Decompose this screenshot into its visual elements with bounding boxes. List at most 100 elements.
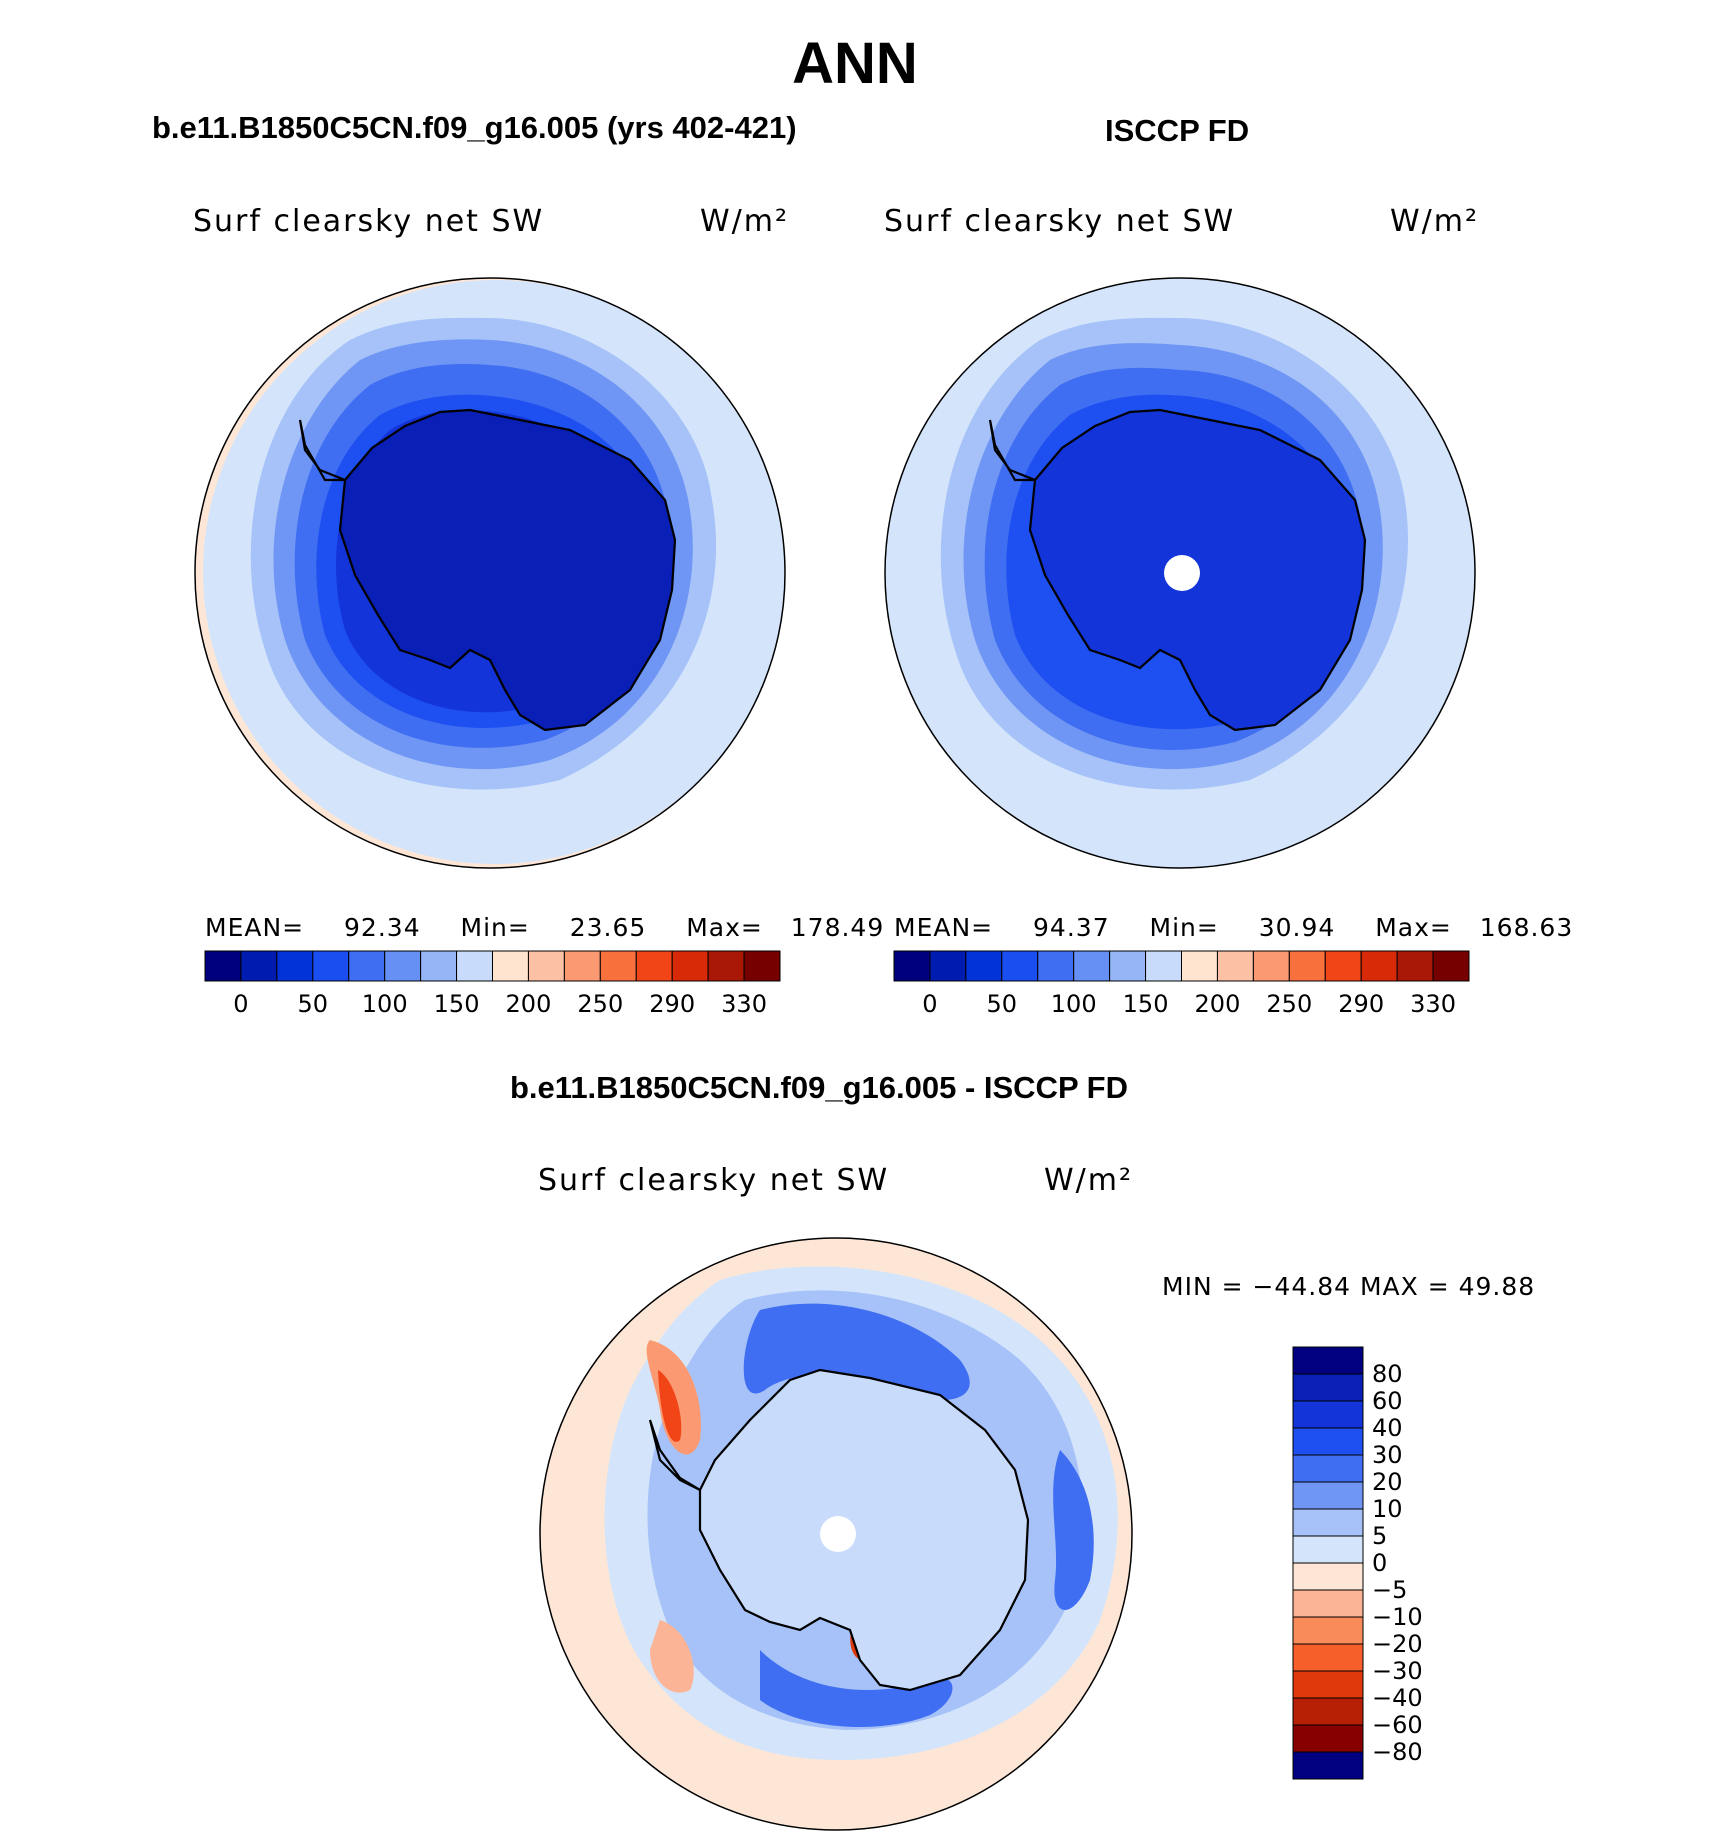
diff-colorbar-tick: 10 [1372, 1495, 1403, 1523]
diff-colorbar-tick: −40 [1372, 1684, 1423, 1712]
model-colorbar-tick: 330 [721, 990, 767, 1018]
obs-colorbar-swatch [1001, 950, 1039, 982]
diff-units-label: W/m² [1044, 1163, 1134, 1198]
diff-colorbar-tick: 0 [1372, 1549, 1388, 1577]
model-colorbar-swatch [276, 950, 314, 982]
model-variable-label: Surf clearsky net SW [193, 204, 545, 239]
obs-units-label: W/m² [1390, 204, 1480, 239]
model-colorbar-tick: 150 [433, 990, 480, 1018]
diff-colorbar-swatch [1292, 1724, 1364, 1753]
diff-colorbar-swatch [1292, 1616, 1364, 1645]
model-colorbar-tick: 50 [297, 990, 329, 1018]
obs-colorbar-swatch [1252, 950, 1290, 982]
obs-colorbar-tick: 0 [922, 990, 938, 1018]
model-colorbar [204, 950, 781, 982]
main-title: ANN [792, 31, 918, 96]
model-mean-value: 92.34 [344, 913, 421, 942]
model-colorbar-swatch [563, 950, 601, 982]
obs-colorbar-swatch [1037, 950, 1075, 982]
diff-colorbar-tick: −60 [1372, 1711, 1423, 1739]
obs-variable-label: Surf clearsky net SW [884, 204, 1236, 239]
diff-colorbar-tick: −20 [1372, 1630, 1423, 1658]
model-colorbar-swatch [384, 950, 422, 982]
diff-colorbar-ticks: 80 60 40 30 20 10 5 0 −5 −10 −20 −30 −40 −60 −80 [1372, 1347, 1492, 1779]
diff-colorbar-tick: 80 [1372, 1360, 1403, 1388]
model-colorbar-tick: 250 [577, 990, 624, 1018]
obs-colorbar-swatch [1324, 950, 1362, 982]
obs-colorbar-swatch [1216, 950, 1254, 982]
obs-colorbar-tick: 50 [986, 990, 1018, 1018]
model-min-label: Min= [460, 913, 530, 942]
obs-colorbar [893, 950, 1470, 982]
model-min-value: 23.65 [569, 913, 647, 942]
model-colorbar-swatch [599, 950, 637, 982]
model-colorbar-swatch [312, 950, 350, 982]
model-colorbar-tick: 200 [505, 990, 552, 1018]
obs-colorbar-swatch [965, 950, 1003, 982]
diff-colorbar-tick: 40 [1372, 1414, 1403, 1442]
diff-case-title: b.e11.B1850C5CN.f09_g16.005 - ISCCP FD [510, 1070, 1129, 1105]
diff-colorbar-swatch [1292, 1508, 1364, 1537]
model-max-label: Max= [686, 913, 763, 942]
obs-colorbar-swatch [1109, 950, 1147, 982]
model-colorbar-ticks: 0 50 100 150 200 250 290 330 [205, 990, 780, 1020]
model-colorbar-swatch [743, 950, 781, 982]
diff-colorbar-tick: 30 [1372, 1441, 1403, 1469]
diff-colorbar-tick: −5 [1372, 1576, 1408, 1604]
diff-colorbar-swatch [1292, 1454, 1364, 1483]
obs-colorbar-swatch [1396, 950, 1434, 982]
diff-colorbar-tick: 20 [1372, 1468, 1403, 1496]
model-colorbar-swatch [348, 950, 386, 982]
diff-variable-label: Surf clearsky net SW [538, 1163, 890, 1198]
obs-colorbar-swatch [929, 950, 967, 982]
model-case-title: b.e11.B1850C5CN.f09_g16.005 (yrs 402-421… [152, 110, 797, 145]
diff-colorbar-swatch [1292, 1346, 1364, 1375]
model-colorbar-tick: 0 [233, 990, 249, 1018]
model-colorbar-swatch [240, 950, 278, 982]
model-colorbar-swatch [707, 950, 745, 982]
obs-colorbar-tick: 150 [1122, 990, 1169, 1018]
diff-colorbar-swatch [1292, 1670, 1364, 1699]
obs-colorbar-swatch [1432, 950, 1470, 982]
diff-range-label: MIN = −44.84 MAX = 49.88 [1162, 1272, 1536, 1301]
obs-colorbar-swatch [1145, 950, 1182, 982]
diff-colorbar-tick: −30 [1372, 1657, 1423, 1685]
obs-colorbar-swatch [1360, 950, 1398, 982]
diff-colorbar-swatch [1292, 1643, 1364, 1672]
obs-mean-value: 94.37 [1033, 913, 1110, 942]
obs-colorbar-swatch [1073, 950, 1111, 982]
diff-colorbar-swatch [1292, 1562, 1364, 1591]
model-colorbar-swatch [527, 950, 565, 982]
model-colorbar-swatch [671, 950, 709, 982]
obs-colorbar-tick: 330 [1410, 990, 1456, 1018]
obs-mean-label: MEAN= [894, 913, 994, 942]
diff-colorbar-swatch [1292, 1481, 1364, 1510]
model-colorbar-swatch [420, 950, 458, 982]
model-mean-label: MEAN= [205, 913, 305, 942]
obs-colorbar-ticks: 0 50 100 150 200 250 290 330 [894, 990, 1469, 1020]
model-colorbar-tick: 290 [649, 990, 696, 1018]
diff-colorbar [1292, 1346, 1364, 1780]
model-units-label: W/m² [700, 204, 790, 239]
diff-colorbar-tick: −80 [1372, 1738, 1423, 1766]
model-colorbar-tick: 100 [361, 990, 408, 1018]
diff-colorbar-swatch [1292, 1697, 1364, 1726]
model-max-value: 178.49 [790, 913, 885, 942]
model-colorbar-swatch [492, 950, 529, 982]
diff-colorbar-swatch [1292, 1373, 1364, 1402]
obs-min-label: Min= [1149, 913, 1219, 942]
diff-colorbar-swatch [1292, 1535, 1364, 1564]
obs-min-value: 30.94 [1258, 913, 1336, 942]
obs-colorbar-tick: 250 [1266, 990, 1313, 1018]
obs-colorbar-swatch [893, 950, 931, 982]
obs-colorbar-tick: 200 [1194, 990, 1241, 1018]
obs-colorbar-swatch [1181, 950, 1218, 982]
model-colorbar-swatch [204, 950, 242, 982]
obs-colorbar-swatch [1288, 950, 1326, 982]
diff-colorbar-tick: 5 [1372, 1522, 1388, 1550]
obs-colorbar-tick: 100 [1050, 990, 1097, 1018]
model-colorbar-swatch [635, 950, 673, 982]
obs-max-value: 168.63 [1479, 913, 1574, 942]
diff-colorbar-swatch [1292, 1400, 1364, 1429]
obs-max-label: Max= [1375, 913, 1452, 942]
